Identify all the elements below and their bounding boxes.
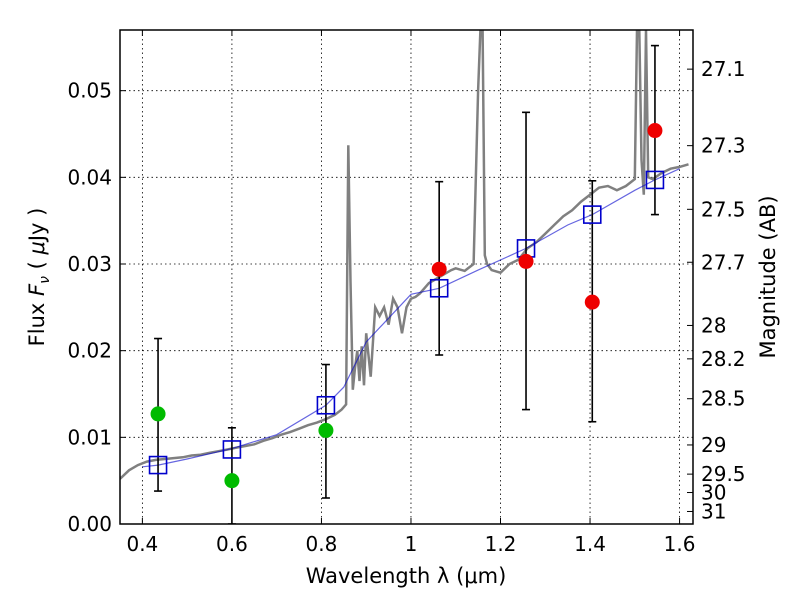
red-point [584,294,600,310]
model-line [142,168,680,468]
mag-tick-label: 28.5 [701,387,746,411]
y-axis-label: Flux Fν ( μJy ) [25,208,53,347]
x-tick-label: 0.6 [216,532,248,556]
model-square [645,170,665,190]
green-point [150,406,166,422]
plot-series [120,30,689,524]
x-axis-label: Wavelength λ (μm) [306,564,507,588]
mag-tick-label: 27.7 [701,250,746,274]
mag-tick-label: 27.1 [701,57,746,81]
x-tick-label: 1.2 [485,532,517,556]
red-point [518,253,534,269]
y-tick-label: 0.00 [67,512,112,536]
mag-tick-label: 28 [701,313,726,337]
x-tick-label: 1.6 [664,532,696,556]
mag-tick-label: 27.5 [701,197,746,221]
y-tick-label: 0.02 [67,339,112,363]
spectrum-line [120,30,689,480]
mag-tick-label: 31 [701,499,726,523]
model-square [316,395,336,415]
x-tick-label: 0.8 [306,532,338,556]
red-point [647,123,663,139]
model-square [148,455,168,475]
green-point [318,422,334,438]
y-tick-label: 0.05 [67,79,112,103]
y-tick-label: 0.04 [67,165,112,189]
plot-frame [119,29,694,525]
model-square [429,278,449,298]
y-tick-label: 0.01 [67,425,112,449]
x-tick-label: 1 [405,532,418,556]
y-tick-label: 0.03 [67,252,112,276]
tick-labels: 0.4 0.6 0.8 1 1.2 1.4 1.6 0.00 0.01 0.02 0.03 0.04 0… [67,57,745,556]
x-tick-label: 1.4 [574,532,606,556]
y2-axis-label: Magnitude (AB) [756,195,780,358]
green-point [224,473,240,489]
model-square [582,205,602,224]
model-square [222,440,242,459]
mag-tick-label: 29 [701,433,726,457]
mag-tick-label: 27.3 [701,134,746,158]
x-tick-label: 0.4 [126,532,158,556]
mag-tick-label: 30 [701,481,726,505]
mag-tick-label: 29.5 [701,462,746,486]
red-point [431,261,447,277]
axis-ticks [120,30,693,525]
mag-tick-label: 28.2 [701,347,746,371]
grid-lines [120,30,693,524]
